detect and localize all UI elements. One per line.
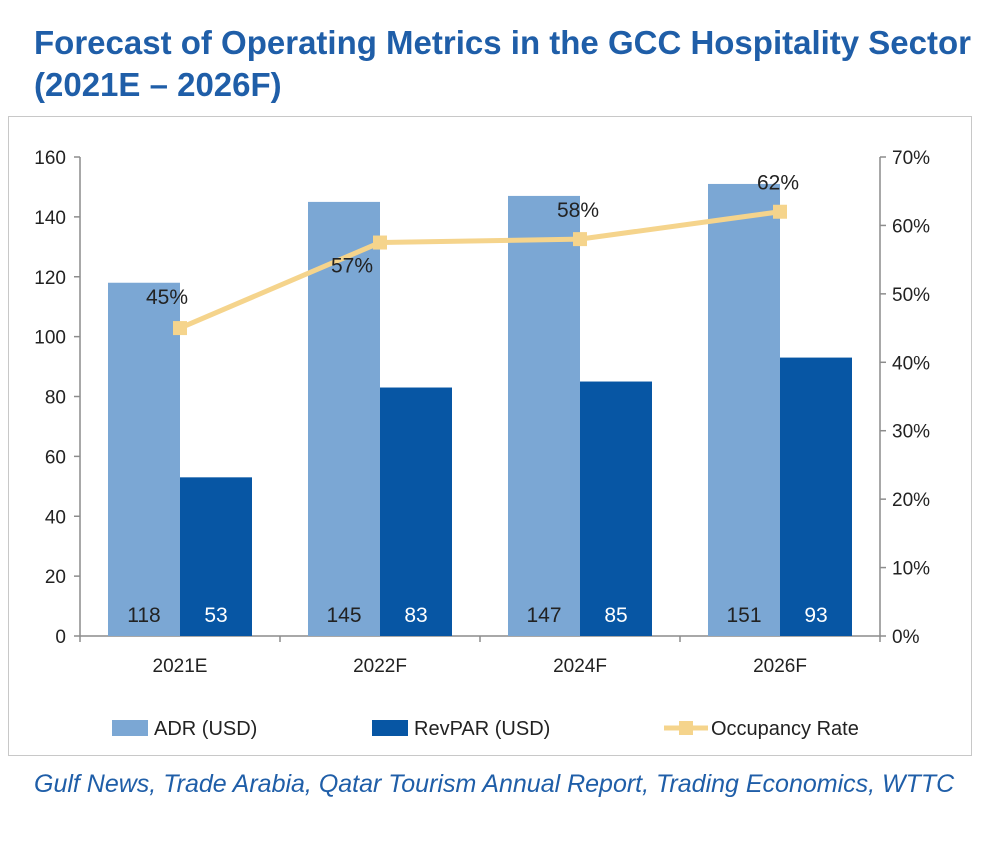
y-tick-label: 20 [45,567,66,588]
legend-swatch-adr [112,720,148,736]
y-tick-label: 100 [34,328,66,349]
y-tick-label: 160 [34,148,66,169]
x-tick-label: 2026F [753,656,807,677]
occupancy-marker [573,232,587,247]
bar-revpar [580,381,652,636]
data-label-occupancy: 58% [557,199,599,222]
legend-marker-occupancy [679,721,693,735]
bar-adr [108,282,180,636]
y-tick-label: 0 [55,627,66,648]
data-label-adr: 118 [127,604,160,627]
data-label-adr: 147 [526,604,561,627]
occupancy-line [179,209,781,331]
occupancy-marker [373,235,387,250]
legend-label-occupancy: Occupancy Rate [711,718,859,740]
y2-tick-label: 30% [892,422,930,443]
bar-adr [708,183,780,636]
data-label-adr: 145 [326,604,361,627]
bar-revpar [380,387,452,636]
legend-label-adr: ADR (USD) [154,718,257,740]
data-label-occupancy: 62% [757,172,799,195]
source-note: Gulf News, Trade Arabia, Qatar Tourism A… [34,770,955,798]
bar-adr [308,201,380,636]
bar-revpar [180,477,252,636]
y-tick-label: 60 [45,447,66,468]
bar-adr [508,195,580,636]
data-label-occupancy: 45% [146,286,188,309]
y-tick-label: 40 [45,507,66,528]
x-tick-label: 2024F [553,656,607,677]
legend-swatch-revpar [372,720,408,736]
y2-tick-label: 70% [892,148,930,169]
chart-title: Forecast of Operating Metrics in the GCC… [34,24,972,103]
legend-label-revpar: RevPAR (USD) [414,718,550,740]
y-tick-label: 80 [45,388,66,409]
data-label-revpar: 85 [604,604,627,627]
y-tick-label: 140 [34,208,66,229]
occupancy-marker [173,321,187,336]
x-tick-label: 2022F [353,656,407,677]
data-label-revpar: 93 [804,604,827,627]
data-label-adr: 151 [726,604,761,627]
y-tick-label: 120 [34,268,66,289]
y2-tick-label: 50% [892,285,930,306]
y2-tick-label: 40% [892,353,930,374]
occupancy-marker [773,204,787,219]
y2-tick-label: 10% [892,559,930,580]
y2-tick-label: 60% [892,216,930,237]
data-label-occupancy: 57% [331,255,373,278]
x-tick-label: 2021E [153,656,208,677]
bar-revpar [780,357,852,636]
data-label-revpar: 53 [204,604,227,627]
y2-tick-label: 20% [892,490,930,511]
y2-tick-label: 0% [892,627,920,648]
data-label-revpar: 83 [404,604,427,627]
